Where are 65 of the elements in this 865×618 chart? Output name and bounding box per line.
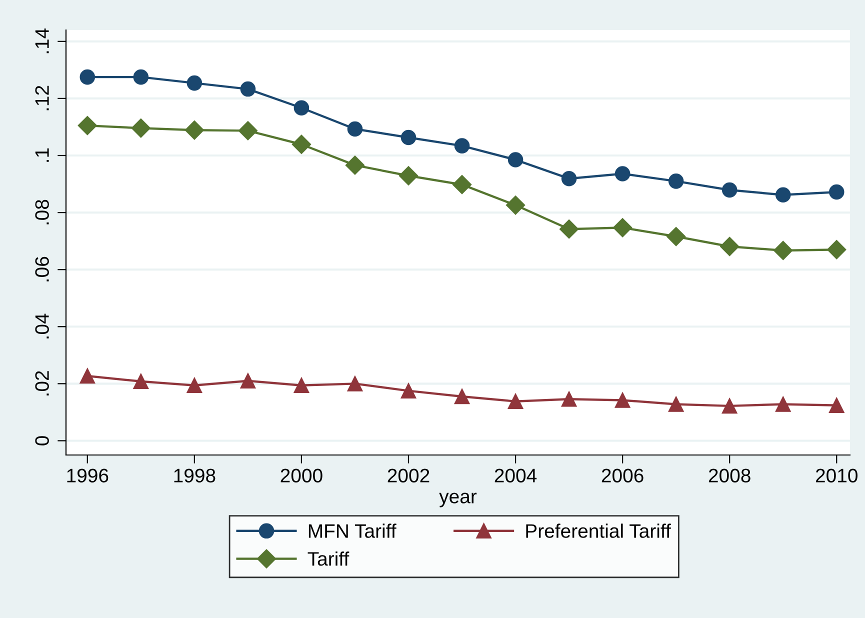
y-tick-label: .1 <box>35 148 49 162</box>
point <box>398 166 418 186</box>
point <box>240 81 256 97</box>
x-tick-label: 2000 <box>280 468 322 482</box>
point <box>294 100 310 116</box>
point <box>454 138 470 154</box>
point <box>508 152 524 168</box>
point <box>80 368 96 384</box>
point <box>827 240 846 260</box>
point <box>775 396 791 412</box>
x-axis-title: year <box>439 492 477 508</box>
y-tick-label: .04 <box>35 314 49 338</box>
point <box>561 170 577 186</box>
point <box>400 130 416 146</box>
legend-label: MFN Tariff <box>308 524 396 538</box>
point <box>613 218 632 238</box>
point <box>186 378 202 394</box>
x-tick-label: 2002 <box>388 468 430 482</box>
point <box>238 121 258 140</box>
point <box>345 156 365 175</box>
point <box>506 196 526 215</box>
point <box>294 378 310 394</box>
point <box>614 392 630 408</box>
point <box>775 187 791 203</box>
legend-label: Preferential Tariff <box>526 524 671 538</box>
point <box>292 134 311 154</box>
legend-label: Tariff <box>308 551 350 566</box>
point <box>131 118 150 138</box>
point <box>722 398 738 414</box>
point <box>347 121 363 137</box>
point <box>80 69 96 85</box>
x-tick-label: 2008 <box>708 468 750 482</box>
point <box>508 394 524 410</box>
point <box>452 175 472 194</box>
point <box>828 184 844 200</box>
point <box>668 174 684 189</box>
y-tick-label: .02 <box>35 371 49 396</box>
point <box>78 116 97 136</box>
point <box>774 240 793 260</box>
point <box>828 398 844 414</box>
point <box>184 120 204 140</box>
x-tick-label: 2006 <box>602 468 644 482</box>
point <box>561 391 577 407</box>
x-tick-label: 2010 <box>816 468 858 482</box>
point <box>133 374 149 390</box>
point <box>400 383 416 398</box>
x-tick-label: 2004 <box>494 468 537 482</box>
y-tick-label: 0 <box>35 436 49 446</box>
point <box>454 388 470 404</box>
y-tick-label: .14 <box>35 28 49 54</box>
point <box>722 182 738 198</box>
point <box>240 373 256 388</box>
point <box>560 220 579 239</box>
x-tick-label: 1996 <box>67 468 108 482</box>
point <box>133 69 149 85</box>
point <box>666 226 686 246</box>
point <box>347 376 363 392</box>
point <box>720 236 740 256</box>
y-tick-label: .08 <box>35 200 49 224</box>
y-tick-label: .06 <box>35 256 49 282</box>
point <box>614 166 630 182</box>
x-tick-label: 1998 <box>174 468 216 482</box>
point <box>668 396 684 412</box>
y-tick-label: .12 <box>35 86 49 110</box>
point <box>186 75 202 91</box>
